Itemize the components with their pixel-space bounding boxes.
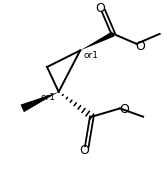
Text: O: O [119,103,129,116]
Text: O: O [79,144,89,157]
Text: or1: or1 [40,93,55,102]
Polygon shape [80,31,115,50]
Polygon shape [21,92,59,112]
Text: O: O [95,2,105,15]
Text: O: O [135,40,145,53]
Text: or1: or1 [84,51,99,60]
